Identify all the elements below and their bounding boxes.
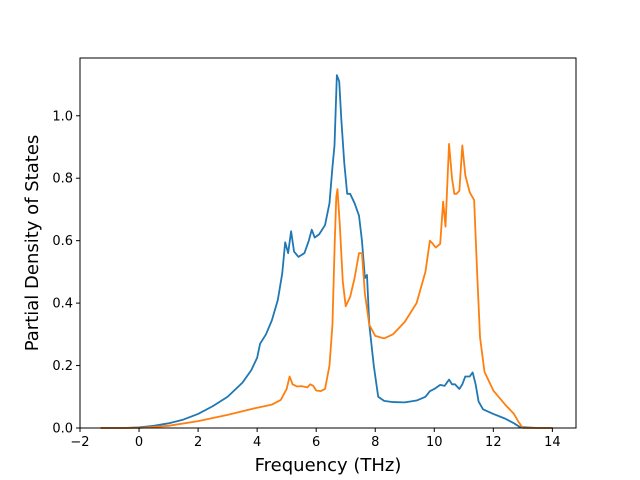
x-tick-label: 8 [371,435,379,450]
y-tick-label: 0.8 [52,172,73,187]
x-tick-label: 10 [426,435,443,450]
x-tick-label: 2 [194,435,202,450]
x-tick-label: 14 [544,435,561,450]
x-tick-label: −2 [70,435,89,450]
y-tick-label: 0.4 [52,297,73,312]
x-tick-label: 6 [312,435,320,450]
y-axis-label: Partial Density of States [22,135,43,352]
x-tick-label: 12 [485,435,502,450]
y-axis: 0.0 0.2 0.4 0.6 0.8 1.0 [52,109,80,437]
y-tick-label: 0.6 [52,234,73,249]
y-tick-label: 0.0 [52,422,73,437]
x-axis: −2 0 2 4 6 8 10 12 14 [70,428,561,450]
x-axis-label: Frequency (THz) [255,455,402,476]
plot-frame [79,57,577,429]
series-line-1 [100,74,553,429]
series-layer [100,74,553,429]
y-tick-label: 1.0 [52,109,73,124]
series-line-2 [100,142,553,429]
y-tick-label: 0.2 [52,359,73,374]
x-tick-label: 0 [135,435,143,450]
x-tick-label: 4 [253,435,261,450]
